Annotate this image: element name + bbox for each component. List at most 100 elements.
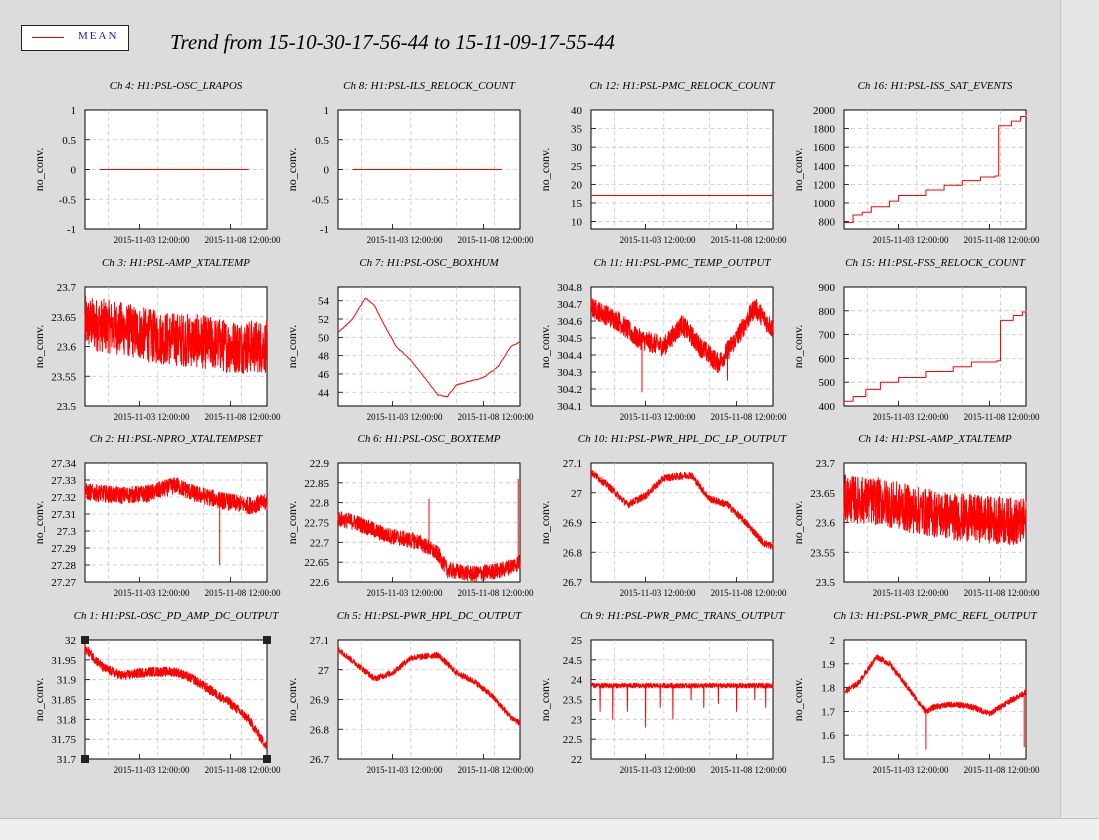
y-tick-label: 1	[71, 105, 77, 117]
x-tick-label: 2015-11-03 12:00:00	[114, 235, 190, 245]
scrollbar-strip[interactable]	[1060, 0, 1099, 818]
y-tick-label: 1800	[813, 124, 836, 136]
x-tick-label: 2015-11-08 12:00:00	[205, 765, 281, 775]
y-tick-label: -1	[320, 224, 329, 236]
y-axis-label: no_conv.	[285, 148, 299, 192]
chart-panel: Ch 8: H1:PSL-ILS_RELOCK_COUNT 1 0.5 0 -0.5 -1…	[285, 80, 534, 245]
y-tick-label: 44	[318, 387, 330, 399]
y-tick-label: 900	[819, 282, 836, 294]
y-tick-label: 1.8	[821, 683, 835, 695]
y-tick-label: 1.7	[821, 706, 835, 718]
y-axis-label: no_conv.	[791, 325, 805, 369]
x-tick-label: 2015-11-03 12:00:00	[620, 412, 696, 422]
x-tick-label: 2015-11-03 12:00:00	[367, 235, 443, 245]
selection-handle	[81, 636, 89, 644]
plots-grid: Ch 4: H1:PSL-OSC_LRAPOS10.50-0.5-12015-1…	[32, 80, 1040, 775]
chart-title: Ch 5: H1:PSL-PWR_HPL_DC_OUTPUT	[337, 610, 522, 622]
chart-panel: Ch 6: H1:PSL-OSC_BOXTEMP 22.9 22.85 22.8 22.…	[285, 433, 534, 598]
y-tick-label: 23.7	[57, 282, 77, 294]
y-tick-label: 23.5	[57, 401, 77, 413]
chart-title: Ch 8: H1:PSL-ILS_RELOCK_COUNT	[343, 80, 516, 92]
chart-title: Ch 12: H1:PSL-PMC_RELOCK_COUNT	[589, 80, 775, 92]
chart-title: Ch 15: H1:PSL-FSS_RELOCK_COUNT	[845, 257, 1026, 269]
chart-title: Ch 9: H1:PSL-PWR_PMC_TRANS_OUTPUT	[580, 610, 785, 622]
y-tick-label: 2000	[813, 105, 836, 117]
y-tick-label: 27	[318, 665, 330, 677]
x-tick-label: 2015-11-03 12:00:00	[367, 412, 443, 422]
y-tick-label: -1	[67, 224, 76, 236]
y-tick-label: 26.8	[310, 724, 330, 736]
y-tick-label: 23.65	[810, 488, 835, 500]
y-tick-label: 1.6	[821, 730, 835, 742]
x-tick-label: 2015-11-08 12:00:00	[458, 412, 534, 422]
series-line	[590, 470, 774, 550]
chart-panel: Ch 12: H1:PSL-PMC_RELOCK_COUNT 40 35 30 25 20…	[538, 80, 787, 245]
series-line	[590, 682, 774, 728]
x-tick-label: 2015-11-03 12:00:00	[873, 588, 949, 598]
y-tick-label: 304.7	[557, 299, 582, 311]
series-line	[844, 114, 1027, 223]
y-tick-label: 52	[318, 314, 329, 326]
y-axis-label: no_conv.	[32, 148, 46, 192]
y-tick-label: 27	[571, 488, 583, 500]
plot-area	[84, 462, 268, 583]
chart-panel: Ch 14: H1:PSL-AMP_XTALTEMP 23.7 23.65 23.6 2…	[791, 433, 1040, 598]
y-tick-label: 35	[571, 124, 583, 136]
y-tick-label: 22.85	[304, 478, 329, 490]
y-axis-label: no_conv.	[32, 501, 46, 545]
y-axis-label: no_conv.	[538, 148, 552, 192]
y-tick-label: 1.9	[821, 659, 835, 671]
y-tick-label: 1600	[813, 142, 836, 154]
x-tick-label: 2015-11-03 12:00:00	[367, 765, 443, 775]
selection-handle	[81, 755, 89, 763]
y-tick-label: 304.5	[557, 333, 582, 345]
y-tick-label: 1400	[813, 161, 836, 173]
y-tick-label: 31.8	[57, 714, 77, 726]
x-tick-label: 2015-11-03 12:00:00	[114, 588, 190, 598]
plot-area	[843, 286, 1027, 407]
chart-title: Ch 6: H1:PSL-OSC_BOXTEMP	[358, 433, 501, 445]
y-tick-label: 23.6	[816, 518, 836, 530]
y-tick-label: 27.33	[51, 475, 76, 487]
y-tick-label: 1.5	[821, 754, 835, 766]
series-line	[84, 643, 268, 749]
x-tick-label: 2015-11-08 12:00:00	[458, 588, 534, 598]
x-tick-label: 2015-11-08 12:00:00	[964, 412, 1040, 422]
y-tick-label: 22.9	[310, 458, 330, 470]
y-tick-label: 22.5	[563, 734, 583, 746]
chart-title: Ch 14: H1:PSL-AMP_XTALTEMP	[858, 433, 1012, 445]
y-axis-label: no_conv.	[538, 501, 552, 545]
status-bar	[0, 818, 1099, 840]
chart-panel: Ch 10: H1:PSL-PWR_HPL_DC_LP_OUTPUT 27.1 27…	[538, 433, 787, 598]
selection-handle	[263, 755, 271, 763]
y-tick-label: 2	[830, 635, 836, 647]
y-tick-label: 1200	[813, 179, 836, 191]
x-tick-label: 2015-11-03 12:00:00	[114, 412, 190, 422]
y-tick-label: 0.5	[62, 135, 76, 147]
y-tick-label: 31.85	[51, 695, 76, 707]
y-tick-label: 25	[571, 161, 583, 173]
y-tick-label: 800	[819, 306, 836, 318]
y-tick-label: 23	[571, 714, 583, 726]
y-axis-label: no_conv.	[791, 678, 805, 722]
y-tick-label: 27.28	[51, 560, 76, 572]
series-line	[84, 295, 268, 374]
chart-panel: Ch 4: H1:PSL-OSC_LRAPOS 1 0.5 0 -0.5 -1 2015-1…	[32, 80, 281, 245]
chart-title: Ch 16: H1:PSL-ISS_SAT_EVENTS	[858, 80, 1013, 92]
y-tick-label: 27.1	[563, 458, 582, 470]
y-tick-label: 27.1	[310, 635, 329, 647]
chart-panel: Ch 13: H1:PSL-PWR_PMC_REFL_OUTPUT 2 1.9 1.8…	[791, 610, 1040, 775]
y-tick-label: 700	[819, 330, 836, 342]
y-tick-label: 304.3	[557, 367, 582, 379]
y-tick-label: 32	[65, 635, 76, 647]
x-tick-label: 2015-11-03 12:00:00	[620, 235, 696, 245]
page-title: Trend from 15-10-30-17-56-44 to 15-11-09…	[170, 30, 615, 54]
y-tick-label: 400	[819, 401, 836, 413]
chart-title: Ch 4: H1:PSL-OSC_LRAPOS	[110, 80, 243, 92]
y-tick-label: 31.7	[57, 754, 77, 766]
x-tick-label: 2015-11-08 12:00:00	[458, 235, 534, 245]
y-tick-label: 800	[819, 217, 836, 229]
y-tick-label: 304.6	[557, 316, 582, 328]
y-tick-label: -0.5	[59, 194, 77, 206]
x-tick-label: 2015-11-08 12:00:00	[711, 235, 787, 245]
